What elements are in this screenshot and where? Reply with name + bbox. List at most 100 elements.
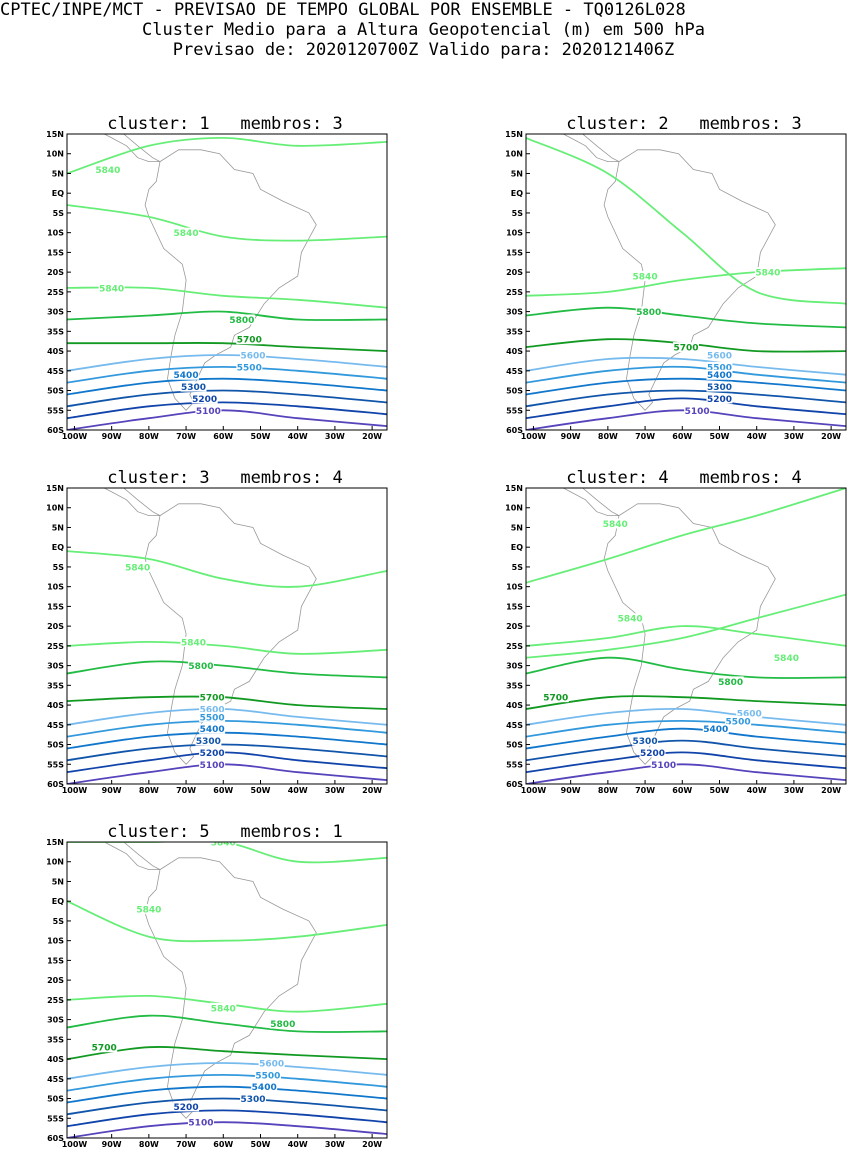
contour-label-bg — [258, 1058, 285, 1069]
contour-label-5840: 5840 — [774, 654, 799, 664]
contour-label-5500: 5500 — [200, 713, 225, 723]
contour-label-bg — [650, 759, 677, 770]
contour-5600 — [526, 356, 846, 376]
contour-5700 — [526, 695, 846, 710]
panel-title: cluster: 5 membros: 1 — [107, 822, 343, 842]
contour-label-5200: 5200 — [200, 749, 225, 759]
lon-tick-label: 70W — [635, 786, 655, 795]
lat-tick-label: 5S — [512, 209, 524, 218]
contour-label-5100: 5100 — [200, 761, 225, 771]
lon-tick-label: 50W — [251, 1140, 271, 1149]
contour-label-bg — [187, 1117, 214, 1128]
lon-tick-label: 80W — [139, 432, 159, 441]
contour-5400 — [526, 727, 846, 750]
contour-label-5400: 5400 — [707, 371, 732, 381]
contour-5840 — [526, 137, 846, 305]
contour-5840 — [67, 550, 387, 588]
contour-label-5300: 5300 — [196, 737, 221, 747]
contour-label-5100: 5100 — [196, 407, 221, 417]
contour-5400 — [526, 377, 846, 396]
lat-tick-label: 5N — [511, 169, 523, 178]
contour-label-5840: 5840 — [603, 520, 628, 530]
lon-tick-label: 40W — [747, 786, 767, 795]
contour-label-5200: 5200 — [640, 749, 665, 759]
lat-tick-label: 45S — [506, 367, 523, 376]
contour-label-5400: 5400 — [252, 1083, 277, 1093]
lat-tick-label: 55S — [506, 760, 523, 769]
lon-tick-label: 50W — [251, 786, 271, 795]
lat-tick-label: 15N — [46, 838, 64, 847]
lat-tick-label: 15S — [47, 602, 64, 611]
lat-tick-label: 35S — [47, 681, 64, 690]
header-line-1: CPTEC/INPE/MCT - PREVISAO DE TEMPO GLOBA… — [0, 0, 686, 20]
contour-label-bg — [195, 735, 222, 746]
coastline-south-america — [144, 503, 317, 765]
panel-cluster-3: cluster: 3 membros: 4 5840 5840 5800 5700 56… — [46, 468, 425, 798]
contour-label-5100: 5100 — [685, 407, 710, 417]
lon-tick-label: 70W — [176, 1140, 196, 1149]
lon-tick-label: 100W — [521, 432, 547, 441]
lat-tick-label: 5N — [52, 877, 64, 886]
lat-tick-label: 15N — [505, 130, 523, 139]
lat-tick-label: 10S — [47, 937, 64, 946]
lat-tick-label: 15N — [46, 130, 64, 139]
contour-label-bg — [717, 676, 744, 687]
contour-label-bg — [210, 842, 237, 847]
panel-title: cluster: 3 membros: 4 — [107, 468, 343, 488]
contour-5300 — [67, 743, 387, 762]
lon-tick-label: 60W — [213, 786, 233, 795]
contour-label-bg — [684, 405, 711, 416]
contour-5840 — [526, 625, 846, 647]
lat-tick-label: EQ — [52, 189, 64, 198]
contour-label-5100: 5100 — [651, 761, 676, 771]
coastline-south-america — [144, 857, 317, 1119]
contour-label-bg — [240, 1093, 267, 1104]
contour-label-bg — [269, 1018, 296, 1029]
lon-tick-label: 30W — [325, 1140, 345, 1149]
contour-label-5100: 5100 — [188, 1119, 213, 1129]
contour-label-5700: 5700 — [200, 694, 225, 704]
contour-5840 — [526, 488, 846, 584]
lon-tick-label: 30W — [784, 432, 804, 441]
lat-tick-label: 15S — [47, 956, 64, 965]
lat-tick-label: 30S — [506, 662, 523, 671]
panel-cluster-4: cluster: 4 membros: 4 5840 5840 5840 5800 57… — [505, 468, 847, 798]
lat-tick-label: 35S — [506, 681, 523, 690]
lat-tick-label: 50S — [47, 1095, 64, 1104]
lat-tick-label: 40S — [47, 701, 64, 710]
contour-5400 — [67, 377, 387, 396]
lat-tick-label: 10S — [506, 583, 523, 592]
contour-label-5800: 5800 — [270, 1020, 295, 1030]
contour-label-bg — [254, 1069, 281, 1080]
contour-label-5840: 5840 — [211, 1004, 236, 1014]
lat-tick-label: 60S — [506, 780, 523, 789]
contour-label-bg — [135, 904, 162, 915]
contour-5840 — [526, 267, 846, 297]
header-line-3: Previsao de: 2020120700Z Valido para: 20… — [172, 40, 675, 60]
lat-tick-label: 45S — [506, 721, 523, 730]
contour-label-5700: 5700 — [543, 694, 568, 704]
lat-tick-label: 55S — [47, 406, 64, 415]
lat-tick-label: 50S — [506, 741, 523, 750]
contour-label-5600: 5600 — [241, 352, 266, 362]
lat-tick-label: 25S — [47, 288, 64, 297]
contour-5600 — [67, 1062, 387, 1080]
contour-5100 — [526, 409, 846, 430]
contour-label-bg — [617, 613, 644, 624]
lat-tick-label: 15N — [505, 484, 523, 493]
contour-label-5840: 5840 — [136, 906, 161, 916]
lat-tick-label: 25S — [47, 996, 64, 1005]
lat-tick-label: 15S — [47, 248, 64, 257]
contour-label-5840: 5840 — [755, 269, 780, 279]
lat-tick-label: 20S — [506, 268, 523, 277]
lat-tick-label: 45S — [47, 367, 64, 376]
contour-label-bg — [706, 369, 733, 380]
lat-tick-label: 15N — [46, 484, 64, 493]
